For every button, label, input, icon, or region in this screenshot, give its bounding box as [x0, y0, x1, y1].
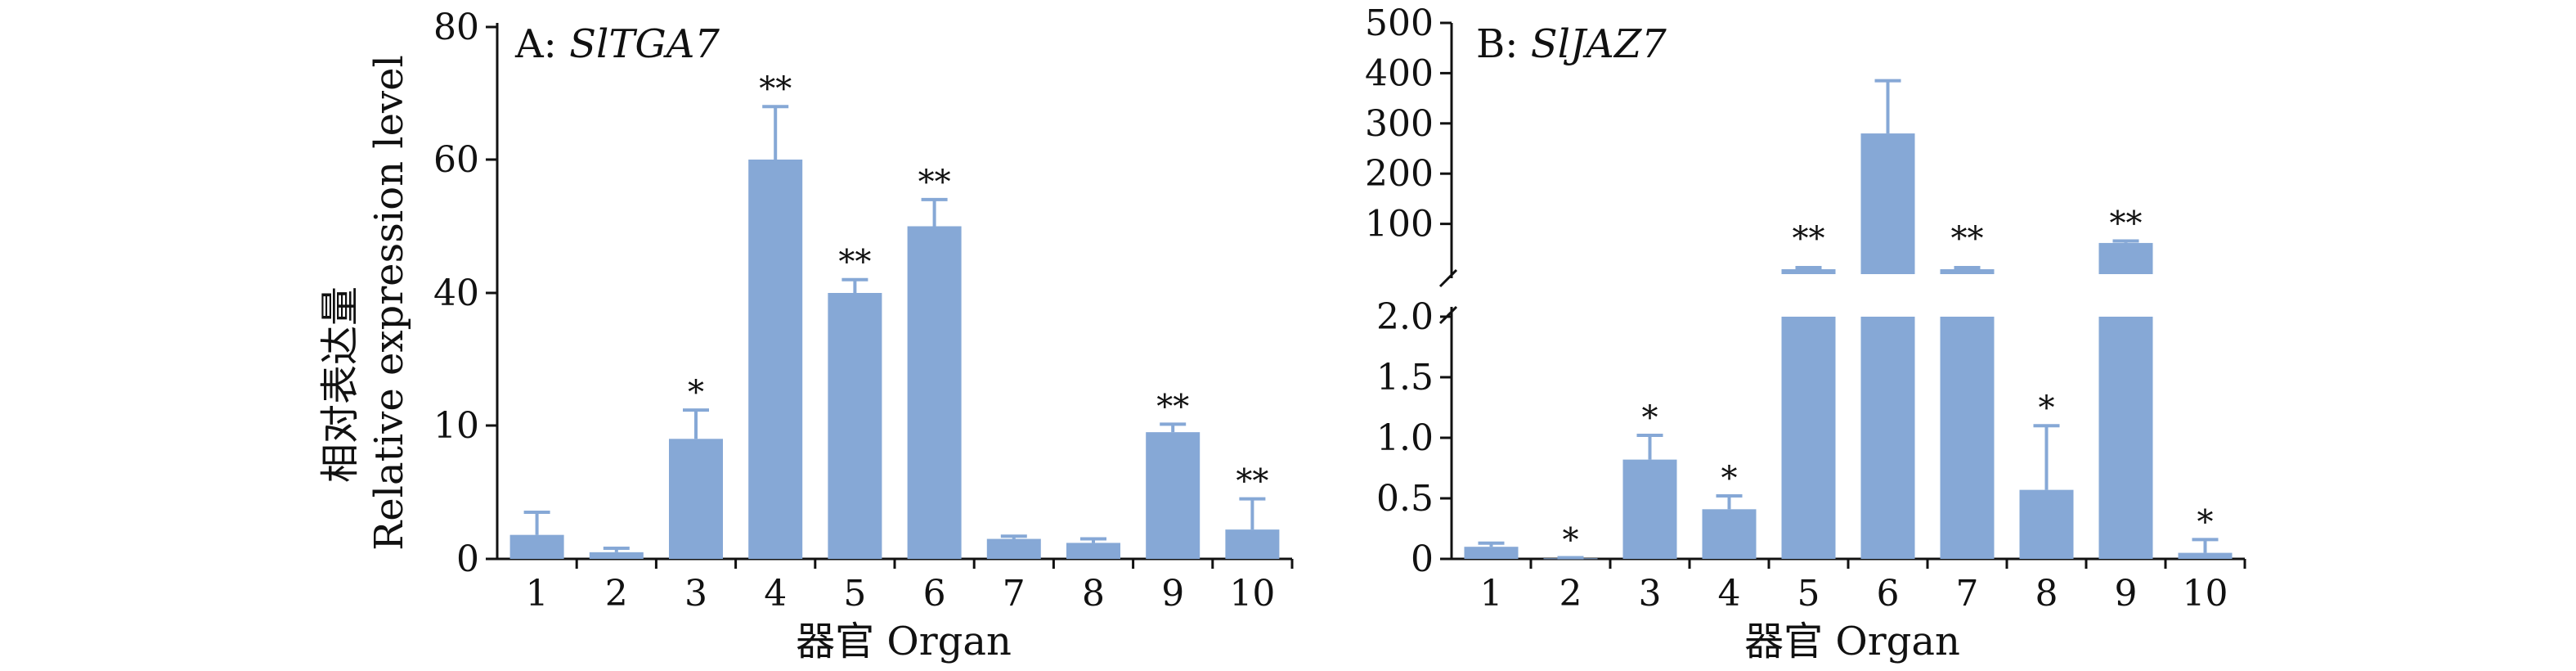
panel-a-ylabel-en: Relative expression level [366, 55, 412, 551]
panel-b-significance: ** [1951, 220, 1984, 258]
panel-b-bar [2178, 552, 2233, 559]
panel-a-significance: ** [838, 244, 871, 281]
panel-b-bar-lower-part [2098, 317, 2153, 559]
panel-a-ytick-label: 0 [456, 538, 479, 580]
panel-a-title-label: A: [514, 21, 569, 67]
panel-a-significance: * [688, 374, 704, 412]
panel-b-bar-upper-part [2098, 242, 2153, 274]
panel-b-xtick-label: 1 [1480, 573, 1503, 615]
panel-b-ytick-label-lower: 0 [1411, 538, 1434, 580]
panel-a-xtick-label: 6 [923, 573, 946, 615]
panel-b-ytick-label-upper: 500 [1365, 2, 1434, 44]
panel-a-xtick-label: 2 [605, 573, 628, 615]
panel-a-xtick-label: 9 [1161, 573, 1184, 615]
panel-a-bar [1225, 529, 1280, 559]
panel-b-xtick-label: 2 [1560, 573, 1582, 615]
panel-b-bar-lower-part [1860, 317, 1915, 559]
panel-a-bar [748, 160, 803, 559]
panel-b-significance: ** [2110, 205, 2143, 242]
panel-a-bar [589, 552, 644, 559]
panel-b-xtick-label: 10 [2183, 573, 2228, 615]
panel-b-title-gene: SlJAZ7 [1531, 21, 1667, 67]
panel-b-ytick-label-upper: 100 [1365, 204, 1434, 245]
panel-b-significance: * [2197, 503, 2214, 541]
panel-b-ytick-label-lower: 1.5 [1376, 357, 1434, 399]
panel-b-axis-break [1438, 305, 1458, 325]
panel-a-significance: ** [918, 164, 951, 201]
panel-b-bar-lower-part [1940, 317, 1995, 559]
panel-b-xtick-label: 5 [1797, 573, 1820, 615]
panel-b-ytick-label-upper: 400 [1365, 52, 1434, 94]
panel-b-bar [1464, 547, 1519, 559]
panel-a-xtick-label: 10 [1229, 573, 1275, 615]
panel-a-xtick-label: 1 [526, 573, 549, 615]
panel-a-xtick-label: 5 [843, 573, 866, 615]
panel-b-significance: * [1642, 399, 1658, 437]
panel-b-xtick-label: 3 [1639, 573, 1662, 615]
panel-b-bar [2019, 489, 2074, 559]
panel-a-bar [1066, 543, 1120, 559]
panel-a-ytick-label: 80 [433, 7, 479, 48]
panel-a-bar [509, 534, 564, 559]
panel-a-ytick-label: 60 [433, 139, 479, 181]
panel-a-bar [1146, 432, 1200, 559]
panel-a-bar [669, 439, 723, 559]
panel-b-xlabel: 器官 Organ [1744, 619, 1960, 664]
panel-b: B: SlJAZ7 器官 Organ 0 0.5 1.0 1.5 2.0 100 200 30… [1365, 2, 2246, 664]
panel-a-xlabel: 器官 Organ [796, 619, 1012, 664]
panel-b-axis-break [1438, 268, 1458, 288]
panel-a-significance: ** [1236, 463, 1268, 501]
panel-a-significance: ** [759, 70, 792, 108]
panel-a-xtick-label: 4 [764, 573, 787, 615]
panel-b-ytick-label-lower: 2.0 [1376, 296, 1434, 338]
panel-b-xtick-label: 4 [1718, 573, 1741, 615]
panel-b-significance: * [1563, 522, 1579, 560]
panel-b-ytick-label-upper: 200 [1365, 153, 1434, 195]
panel-b-ytick-label-lower: 1.0 [1376, 417, 1434, 459]
panel-b-xtick-label: 6 [1877, 573, 1900, 615]
panel-a-bar [986, 538, 1041, 559]
panel-a-xtick-label: 7 [1003, 573, 1025, 615]
panel-b-title-label: B: [1476, 21, 1531, 67]
panel-b-xtick-label: 8 [2035, 573, 2058, 615]
panel-a-significance: ** [1156, 388, 1189, 426]
panel-b-bar-upper-part [1940, 269, 1995, 274]
panel-b-ytick-label-upper: 300 [1365, 103, 1434, 145]
panel-b-xtick-label: 7 [1956, 573, 1979, 615]
panel-a-title-gene: SlTGA7 [569, 21, 720, 67]
panel-b-significance: ** [1793, 220, 1825, 258]
panel-a-ytick-label: 10 [433, 405, 479, 447]
panel-a-bar [828, 293, 882, 559]
panel-a-xtick-label: 8 [1082, 573, 1105, 615]
panel-a-ytick-label: 40 [433, 272, 479, 314]
panel-b-ytick-label-lower: 0.5 [1376, 478, 1434, 520]
panel-b-significance: * [2039, 390, 2055, 427]
panel-a: 相对表达量 Relative expression level A: SlTGA… [317, 7, 1294, 664]
panel-b-title: B: SlJAZ7 [1476, 21, 1667, 67]
panel-b-bar-upper-part [1781, 269, 1836, 274]
panel-a-title: A: SlTGA7 [514, 21, 720, 67]
panel-b-bar-lower-part [1781, 317, 1836, 559]
panel-b-bar [1622, 459, 1677, 559]
panel-a-bar [907, 226, 962, 559]
panel-b-xtick-label: 9 [2115, 573, 2138, 615]
panel-b-bar [1702, 509, 1757, 559]
panel-a-ylabel-cn: 相对表达量 [317, 286, 363, 483]
panel-b-bar-upper-part [1860, 133, 1915, 274]
panel-a-xtick-label: 3 [684, 573, 707, 615]
panel-b-significance: * [1721, 460, 1738, 498]
